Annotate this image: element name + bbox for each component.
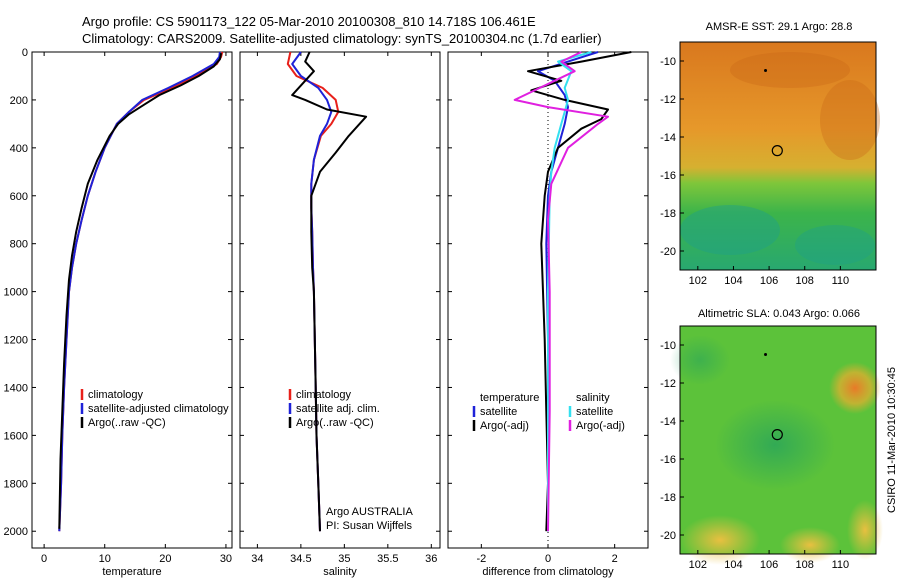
sla-map-island-dot xyxy=(764,353,768,356)
temperature-xtick-label: 10 xyxy=(99,553,111,565)
sst-cool-patch-east xyxy=(795,225,875,265)
csiro-timestamp: CSIRO 11-Mar-2010 10:30:45 xyxy=(886,367,898,513)
temperature-legend-label: Argo(..raw -QC) xyxy=(88,417,166,429)
temperature-xtick-label: 30 xyxy=(220,553,232,565)
sst-warm-patch-east xyxy=(820,80,880,160)
sla-low-patch-nw xyxy=(670,335,730,385)
sst-map-argo-position-marker xyxy=(771,145,783,157)
sla-yellow-patch-se xyxy=(847,500,883,560)
sst-map-ytick-label: -10 xyxy=(660,56,676,68)
temperature-legend-label: climatology xyxy=(88,389,144,401)
sla-map-xtick-label: 104 xyxy=(724,559,742,571)
sst-map-island-dot xyxy=(764,69,768,72)
sst-map-panel: AMSR-E SST: 29.1 Argo: 28.8 102 104 106 108… xyxy=(660,21,880,287)
salinity-legend-label: Argo(..raw -QC) xyxy=(296,417,374,429)
argo-annotation-line: Argo AUSTRALIA xyxy=(326,506,413,518)
sla-map-ytick-label: -20 xyxy=(660,530,676,542)
sla-map-axes: 102 104 106 108 110 -10 -12 -14 -16 -18 -20 xyxy=(660,325,877,571)
sst-map-ytick-label: -20 xyxy=(660,246,676,258)
difference-xlabel: difference from climatology xyxy=(482,566,614,578)
sst-map-xtick-label: 108 xyxy=(796,275,814,287)
figure-title-line2: Climatology: CARS2009. Satellite-adjuste… xyxy=(82,31,602,46)
sst-map-ytick-label: -18 xyxy=(660,208,676,220)
difference-legend-label: satellite xyxy=(576,406,613,418)
sla-map-xtick-label: 108 xyxy=(796,559,814,571)
difference-legend-label: Argo(-adj) xyxy=(576,420,625,432)
depth-tick-label: 1200 xyxy=(4,335,28,347)
sst-map-xtick-label: 110 xyxy=(832,275,850,287)
sst-map-ytick-label: -12 xyxy=(660,94,676,106)
temperature-xlabel: temperature xyxy=(102,566,161,578)
sla-map-ytick-label: -18 xyxy=(660,492,676,504)
sst-map-title: AMSR-E SST: 29.1 Argo: 28.8 xyxy=(706,21,853,33)
sla-map-xtick-label: 106 xyxy=(760,559,778,571)
depth-tick-label: 1000 xyxy=(4,287,28,299)
salinity-xtick-label: 35.5 xyxy=(377,553,398,565)
difference-xtick-label: 2 xyxy=(612,553,618,565)
sst-warm-patch xyxy=(730,52,850,88)
salinity-xtick-label: 35 xyxy=(338,553,350,565)
temperature-legend-label: satellite-adjusted climatology xyxy=(88,403,229,415)
sst-map-ytick-label: -14 xyxy=(660,132,676,144)
sla-map-ytick-label: -16 xyxy=(660,454,676,466)
argo-annotation-line: PI: Susan Wijffels xyxy=(326,520,412,532)
salinity-xtick-label: 34.5 xyxy=(290,553,311,565)
difference-xtick-label: -2 xyxy=(476,553,486,565)
sla-low-patch xyxy=(715,400,835,490)
depth-tick-label: 1400 xyxy=(4,382,28,394)
salinity-series-argo-raw-qc- xyxy=(291,51,368,532)
sst-map-ytick-label: -16 xyxy=(660,170,676,182)
sla-high-patch xyxy=(829,362,881,414)
sla-map-frame xyxy=(679,325,877,555)
salinity-legend-label: climatology xyxy=(296,389,352,401)
temperature-series-argo-raw-qc- xyxy=(58,53,223,529)
temperature-series-satellite-adjusted-climatology xyxy=(58,51,221,532)
figure-title-line1: Argo profile: CS 5901173_122 05-Mar-2010… xyxy=(82,14,536,29)
sla-map-title: Altimetric SLA: 0.043 Argo: 0.066 xyxy=(698,308,860,320)
difference-legend-label: satellite xyxy=(480,406,517,418)
sst-map-axes: 102 104 106 108 110 -10 -12 -14 -16 -18 -20 xyxy=(660,41,877,287)
depth-tick-label: 1800 xyxy=(4,478,28,490)
sla-map-ytick-label: -12 xyxy=(660,378,676,390)
difference-series-temperature-satellite xyxy=(537,51,599,532)
sla-yellow-patch-s xyxy=(780,527,840,563)
depth-tick-label: 2000 xyxy=(4,526,28,538)
sst-map-xtick-label: 102 xyxy=(689,275,707,287)
sla-map-panel: Altimetric SLA: 0.043 Argo: 0.066 102 104… xyxy=(660,308,883,571)
sst-map-frame xyxy=(679,41,877,271)
difference-series-salinity-argo-adj- xyxy=(513,51,609,532)
depth-tick-label: 400 xyxy=(10,143,28,155)
salinity-legend-label: satellite adj. clim. xyxy=(296,403,380,415)
sla-map-ytick-label: -10 xyxy=(660,340,676,352)
depth-tick-label: 200 xyxy=(10,95,28,107)
temperature-plot-frame xyxy=(31,51,233,549)
temperature-panel: 0 200 400 600 800 1000 1200 1400 1600 1800 2000 0 10… xyxy=(4,47,233,578)
temperature-xtick-label: 0 xyxy=(41,553,47,565)
sla-map-xtick-label: 102 xyxy=(689,559,707,571)
sst-map-xtick-label: 104 xyxy=(724,275,742,287)
temperature-xtick-label: 20 xyxy=(159,553,171,565)
salinity-panel: 34 34.5 35 35.5 36 salinity climatology satelli… xyxy=(239,51,441,578)
sst-map-xtick-label: 106 xyxy=(760,275,778,287)
sst-cool-patch xyxy=(680,205,780,255)
depth-tick-label: 1600 xyxy=(4,430,28,442)
salinity-xtick-label: 34 xyxy=(251,553,263,565)
depth-tick-label: 600 xyxy=(10,191,28,203)
difference-legend-label: Argo(-adj) xyxy=(480,420,529,432)
salinity-xtick-label: 36 xyxy=(425,553,437,565)
sla-yellow-patch-sw xyxy=(680,515,760,565)
difference-legend-heading: salinity xyxy=(576,392,610,404)
salinity-plot-frame xyxy=(239,51,441,549)
sla-map-argo-position-marker xyxy=(771,429,783,441)
sla-map-xtick-label: 110 xyxy=(832,559,850,571)
sla-map-ytick-label: -14 xyxy=(660,416,676,428)
depth-tick-label: 800 xyxy=(10,239,28,251)
salinity-xlabel: salinity xyxy=(323,566,357,578)
difference-xtick-label: 0 xyxy=(545,553,551,565)
difference-legend-heading: temperature xyxy=(480,392,539,404)
depth-tick-label: 0 xyxy=(22,47,28,59)
